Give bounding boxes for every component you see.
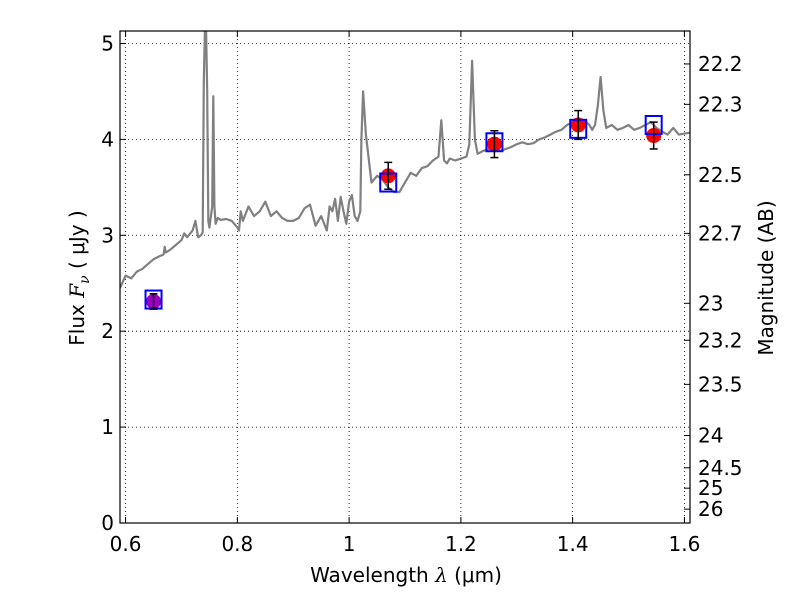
model-spectrum-line bbox=[120, 31, 690, 289]
y2-tick-label: 24 bbox=[698, 424, 723, 448]
y2-tick-label: 22.2 bbox=[698, 52, 743, 76]
y2-axis-title: Magnitude (AB) bbox=[754, 200, 778, 355]
y2-tick-label: 22.3 bbox=[698, 92, 743, 116]
y2-tick-label: 23 bbox=[698, 291, 723, 315]
y-tick-label: 1 bbox=[101, 415, 114, 439]
photometry-layer bbox=[144, 109, 663, 310]
y-tick-label: 4 bbox=[101, 127, 114, 151]
y-tick-label: 3 bbox=[101, 223, 114, 247]
plot-frame bbox=[119, 30, 691, 524]
y2-tick-label: 25 bbox=[698, 476, 723, 500]
x-tick-label: 0.6 bbox=[110, 532, 142, 556]
model-spectrum-layer bbox=[120, 31, 690, 289]
y-tick-label: 2 bbox=[101, 319, 114, 343]
y2-tick-label: 22.5 bbox=[698, 163, 743, 187]
y2-tick-label: 22.7 bbox=[698, 221, 743, 245]
y-tick-label: 0 bbox=[101, 511, 114, 535]
x-tick-label: 0.8 bbox=[221, 532, 253, 556]
x-axis-title: Wavelength λ (μm) bbox=[310, 563, 502, 587]
x-tick-label: 1.6 bbox=[669, 532, 701, 556]
ticks: 0.6 0.8 1 1.2 1.4 1.601234522.222.322.522.723… bbox=[101, 31, 743, 556]
y2-tick-label: 23.2 bbox=[698, 328, 743, 352]
y2-tick-label: 24.5 bbox=[698, 456, 743, 480]
y-tick-label: 5 bbox=[101, 31, 114, 55]
x-tick-label: 1.4 bbox=[557, 532, 589, 556]
y2-tick-label: 23.5 bbox=[698, 372, 743, 396]
x-tick-label: 1.2 bbox=[445, 532, 477, 556]
x-tick-label: 1 bbox=[343, 532, 356, 556]
y2-tick-label: 26 bbox=[698, 497, 723, 521]
grid bbox=[120, 31, 690, 524]
y-axis-title: Flux Fν ( μJy ) bbox=[65, 210, 93, 345]
